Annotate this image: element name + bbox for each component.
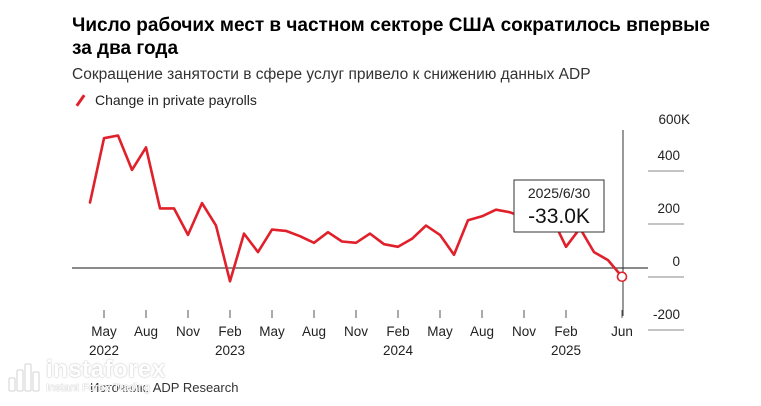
last-point-marker: [616, 271, 628, 283]
x-tick-label: Feb: [386, 324, 409, 339]
y-tick-label: 400: [657, 148, 680, 163]
x-tick-label: Jun: [611, 324, 633, 339]
chart-subtitle: Сокращение занятости в сфере услуг приве…: [72, 66, 591, 83]
annotation-box: [513, 179, 605, 233]
watermark-brand: instaforex: [46, 356, 166, 383]
instaforex-logo-icon: [8, 363, 40, 392]
x-tick-label: May: [91, 324, 117, 339]
annotation-date: 2025/6/30: [528, 185, 590, 201]
x-year-label: 2024: [383, 343, 414, 358]
x-tick-label: Feb: [554, 324, 577, 339]
watermark-subtitle: Instant Forex Trading: [46, 382, 150, 394]
x-year-label: 2025: [551, 343, 581, 358]
y-tick-label: -200: [653, 307, 680, 322]
x-tick-label: Feb: [218, 324, 241, 339]
x-tick-label: Nov: [512, 324, 536, 339]
y-tick-label: 200: [657, 201, 680, 216]
x-tick-label: May: [259, 324, 285, 339]
source-note: Источник: ADP Research: [90, 380, 239, 395]
x-year-label: 2023: [215, 343, 245, 358]
x-tick-label: Aug: [134, 324, 158, 339]
legend: Change in private payrolls: [72, 92, 257, 108]
x-year-label: 2022: [89, 343, 119, 358]
y-axis-top-label: 600K: [658, 112, 690, 127]
watermark: instaforex Instant Forex Trading: [6, 358, 166, 394]
x-tick-label: Nov: [176, 324, 200, 339]
legend-label: Change in private payrolls: [95, 92, 257, 108]
x-tick-label: Aug: [470, 324, 494, 339]
annotation-value: -33.0K: [528, 205, 590, 228]
x-tick-label: Aug: [302, 324, 326, 339]
y-tick-label: 0: [672, 254, 680, 269]
chart-title: Число рабочих мест в частном секторе США…: [72, 15, 710, 59]
x-tick-label: Nov: [344, 324, 368, 339]
x-tick-label: May: [427, 324, 453, 339]
